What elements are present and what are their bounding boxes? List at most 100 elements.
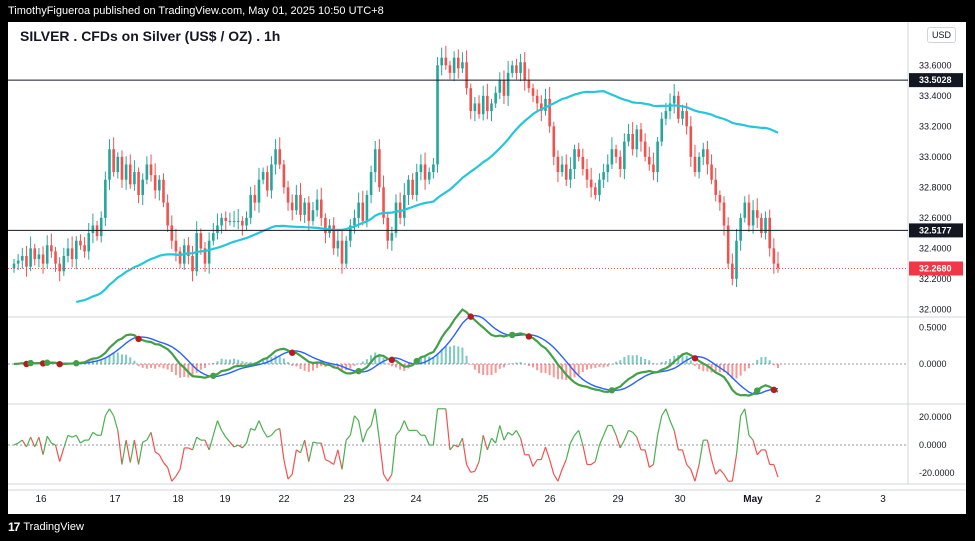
momentum-segment (482, 435, 488, 451)
candle-body (623, 141, 626, 170)
momentum-segment (291, 449, 297, 475)
x-tick-label: 16 (35, 494, 47, 505)
momentum-segment (133, 440, 140, 465)
momentum-segment (345, 434, 351, 441)
histogram-bar (652, 363, 655, 365)
momentum-segment (710, 459, 717, 475)
candle-body (701, 149, 705, 157)
histogram-bar (519, 362, 522, 365)
candle-body (560, 164, 564, 173)
momentum-segment (632, 431, 638, 438)
momentum-segment (578, 430, 584, 446)
histogram-bar (216, 361, 219, 365)
momentum-segment (619, 439, 625, 449)
crossover-dot (44, 359, 51, 366)
chart-area[interactable]: 33.6000 33.4000 33.2000 33.0000 32.8000 32.60… (8, 22, 966, 514)
candle-body (232, 220, 236, 222)
candle-body (58, 263, 61, 272)
momentum-segment (80, 439, 85, 444)
candle-body (631, 133, 634, 150)
crossover-dot (467, 313, 474, 320)
momentum-segment (163, 462, 169, 468)
candle-body (162, 179, 165, 203)
momentum-segment (648, 464, 654, 468)
histogram-bar (615, 361, 618, 365)
momentum-segment (308, 441, 314, 462)
momentum-segment (171, 475, 177, 482)
momentum-segment (354, 415, 360, 422)
momentum-segment (549, 459, 555, 475)
momentum-segment (378, 440, 385, 475)
crossover-dot (135, 335, 142, 343)
histogram-bar (104, 357, 107, 365)
chart-svg[interactable]: 33.6000 33.4000 33.2000 33.0000 32.8000 32.60… (8, 22, 966, 514)
momentum-segment (299, 439, 306, 453)
momentum-segment (665, 408, 671, 421)
histogram-bar (627, 355, 630, 365)
candle-body (681, 111, 684, 119)
candle-body (116, 156, 120, 173)
momentum-segment (478, 435, 484, 462)
histogram-bar (162, 364, 165, 369)
momentum-segment (519, 438, 526, 455)
momentum-segment (241, 442, 247, 449)
momentum-segment (681, 449, 688, 465)
histogram-bar (249, 362, 252, 365)
candle-body (643, 141, 647, 157)
candle-body (120, 156, 124, 180)
histogram-bar (494, 364, 497, 373)
candle-body (149, 164, 153, 176)
candle-body (432, 164, 435, 173)
momentum-segment (416, 429, 422, 436)
histogram-bar (129, 357, 132, 365)
candle-body (548, 98, 551, 127)
crossover-dot (413, 357, 420, 365)
candle-body (689, 126, 693, 157)
histogram-bar (282, 358, 285, 365)
momentum-segment (21, 439, 27, 448)
candle-body (236, 220, 240, 222)
momentum-segment (221, 430, 227, 438)
candle-body (91, 225, 95, 234)
momentum-segment (267, 434, 272, 438)
candle-body (585, 169, 589, 180)
histogram-bar (648, 360, 651, 365)
candle-body (228, 220, 232, 222)
momentum-segment (582, 444, 588, 465)
momentum-segment (63, 435, 69, 449)
histogram-bar (731, 364, 734, 379)
candle-body (606, 164, 610, 173)
price-tick-label: 33.2000 (919, 121, 952, 131)
momentum-segment (30, 436, 36, 448)
momentum-segment (740, 408, 746, 417)
candle-body (70, 248, 74, 260)
candle-body (199, 233, 203, 249)
histogram-bar (490, 364, 493, 376)
candle-body (523, 62, 527, 81)
histogram-bar (473, 364, 476, 370)
candle-body (448, 65, 452, 73)
candle-body (394, 202, 398, 234)
histogram-bar (353, 364, 356, 366)
candle-body (365, 194, 369, 221)
candle-body (344, 240, 348, 264)
candle-body (357, 202, 360, 218)
candle-body (477, 103, 481, 115)
x-tick-label: 29 (612, 494, 624, 505)
candle-body (581, 156, 585, 170)
momentum-segment (474, 461, 480, 472)
candle-body (602, 172, 605, 180)
histogram-bar (399, 364, 402, 370)
crossover-dot (288, 349, 296, 356)
momentum-tick-label: 0.0000 (919, 440, 947, 450)
osc-tick-label: 0.5000 (919, 323, 947, 333)
momentum-segment (137, 441, 144, 465)
momentum-segment (188, 447, 193, 451)
candle-body (531, 88, 535, 96)
candle-body (664, 111, 668, 119)
candle-body (519, 62, 522, 73)
histogram-bar (336, 364, 339, 368)
currency-label[interactable]: USD (926, 27, 956, 43)
histogram-bar (619, 360, 622, 365)
crossover-dot (770, 386, 778, 394)
